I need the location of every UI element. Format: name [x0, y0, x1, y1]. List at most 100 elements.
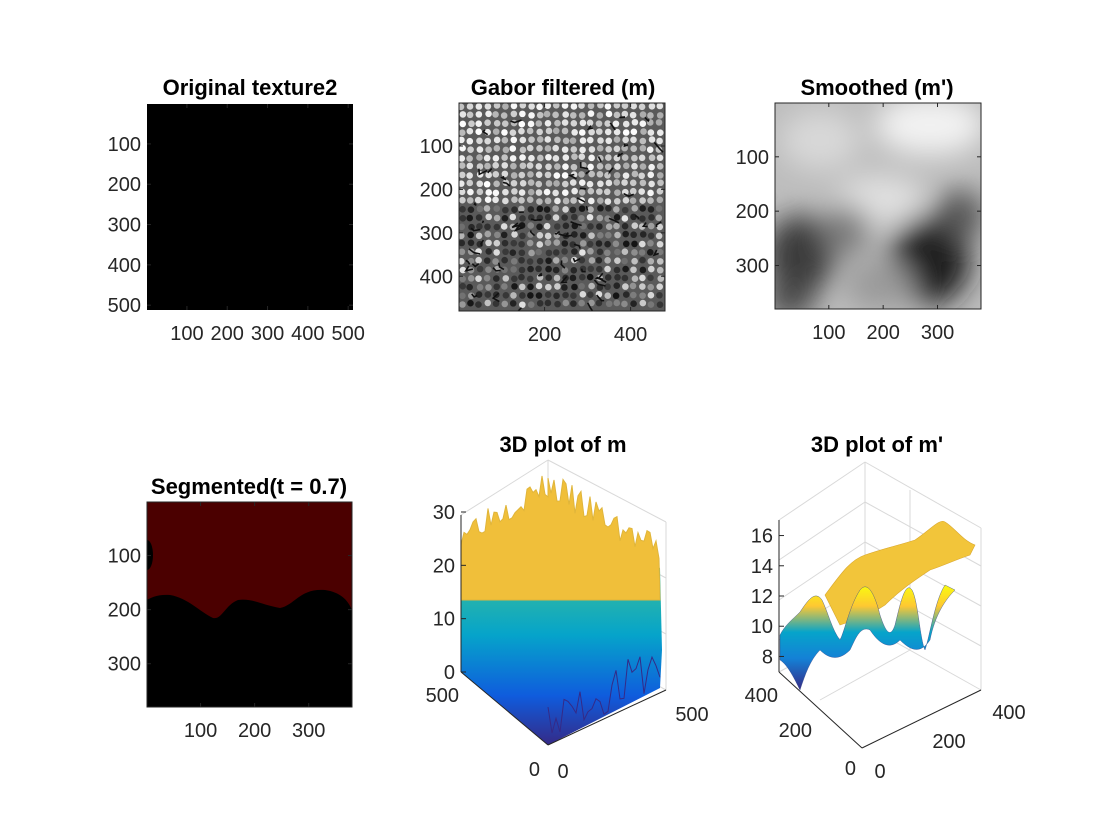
texture-dot	[613, 172, 621, 179]
texture-dot	[562, 111, 569, 118]
texture-dot	[579, 291, 587, 298]
texture-dot	[586, 119, 594, 127]
texture-dot	[483, 274, 491, 282]
texture-dot	[588, 154, 595, 162]
texture-dot	[596, 214, 604, 222]
texture-dot	[587, 163, 594, 171]
texture-dot	[510, 136, 518, 144]
texture-dot	[543, 110, 551, 118]
texture-dot	[545, 163, 552, 171]
texture-dot	[535, 189, 543, 196]
x-tick-label: 100	[170, 323, 203, 345]
x-tick-label: 400	[291, 323, 324, 345]
texture-crack	[511, 222, 521, 229]
x-tick-label: 200	[528, 324, 561, 346]
texture-dot	[588, 299, 595, 307]
texture-crack	[623, 192, 635, 198]
texture-crack	[468, 248, 481, 255]
texture-dot	[579, 249, 586, 256]
texture-dot	[535, 163, 543, 170]
texture-dot	[494, 231, 501, 239]
texture-dot	[552, 127, 560, 135]
texture-crack	[554, 230, 561, 235]
texture-dot	[604, 198, 612, 205]
texture-dot	[614, 163, 621, 170]
texture-dot	[527, 222, 535, 229]
y-tick-label: 0	[529, 759, 540, 781]
texture-dot	[612, 240, 620, 248]
texture-dot	[656, 112, 664, 119]
texture-crack	[608, 167, 614, 175]
texture-crack	[470, 227, 481, 232]
x-tick-label: 400	[992, 702, 1025, 724]
y-tick-label: 200	[108, 600, 141, 622]
texture-crack	[653, 141, 664, 153]
texture-dot	[648, 265, 655, 273]
texture-dot	[656, 137, 663, 145]
texture-dot	[586, 273, 594, 281]
texture-dot	[561, 180, 569, 188]
texture-dot	[631, 222, 639, 229]
texture-dot	[484, 119, 491, 126]
texture-dot	[502, 206, 509, 214]
texture-crack	[473, 202, 477, 206]
texture-dot	[622, 172, 630, 179]
texture-dot	[639, 120, 647, 127]
y-tick-label: 300	[108, 654, 141, 676]
z-tick-label: 16	[751, 526, 773, 548]
texture-dot	[638, 188, 645, 195]
texture-crack	[517, 307, 523, 311]
texture-crack	[596, 294, 605, 302]
texture-dot	[569, 274, 577, 282]
texture-dot	[605, 110, 613, 118]
texture-dot	[518, 256, 525, 264]
texture-dot	[476, 163, 484, 170]
y-tick-label: 100	[108, 134, 141, 156]
texture-dot	[526, 275, 534, 283]
texture-dot	[552, 189, 559, 197]
texture-dot	[493, 275, 500, 282]
texture-crack	[513, 224, 524, 232]
panel-original-texture: Original texture2 100 200 300 400 500 100 200 3…	[108, 75, 365, 345]
texture-dot	[639, 197, 646, 204]
texture-dot	[622, 129, 630, 136]
y-tick-label: 300	[420, 223, 453, 245]
texture-dot	[552, 154, 560, 162]
texture-crack	[510, 119, 522, 124]
texture-dot	[614, 231, 621, 239]
texture-dot	[485, 213, 493, 221]
texture-dot	[518, 120, 526, 128]
texture-dot	[588, 170, 595, 178]
texture-dot	[493, 136, 501, 144]
texture-dot	[588, 128, 595, 136]
texture-dot	[459, 223, 466, 231]
texture-dot	[655, 146, 663, 153]
texture-dot	[527, 120, 535, 128]
texture-dot	[553, 239, 561, 246]
texture-dot	[561, 146, 569, 153]
y-tick-label: 500	[108, 295, 141, 317]
texture-dot	[639, 163, 647, 170]
texture-dot	[492, 162, 500, 169]
x-tick-label: 100	[184, 720, 217, 742]
texture-dot	[630, 145, 638, 152]
texture-dot	[647, 301, 655, 308]
y-tick-label: 200	[108, 174, 141, 196]
texture-dot	[639, 231, 647, 238]
texture-dot	[622, 291, 630, 298]
panel-title: Gabor filtered (m)	[471, 75, 656, 100]
texture-dot	[656, 129, 664, 137]
texture-dot	[526, 162, 534, 169]
texture-dot	[605, 223, 613, 231]
texture-dot	[562, 154, 570, 161]
texture-crack	[608, 217, 620, 224]
texture-dot	[519, 110, 526, 118]
texture-dot	[595, 257, 603, 264]
texture-dot	[459, 111, 467, 118]
z-tick-label: 0	[444, 662, 455, 684]
texture-dot	[621, 257, 628, 265]
texture-dot	[578, 189, 586, 196]
texture-dot	[630, 128, 638, 136]
texture-dot	[476, 283, 484, 291]
x-tick-label: 400	[614, 324, 647, 346]
